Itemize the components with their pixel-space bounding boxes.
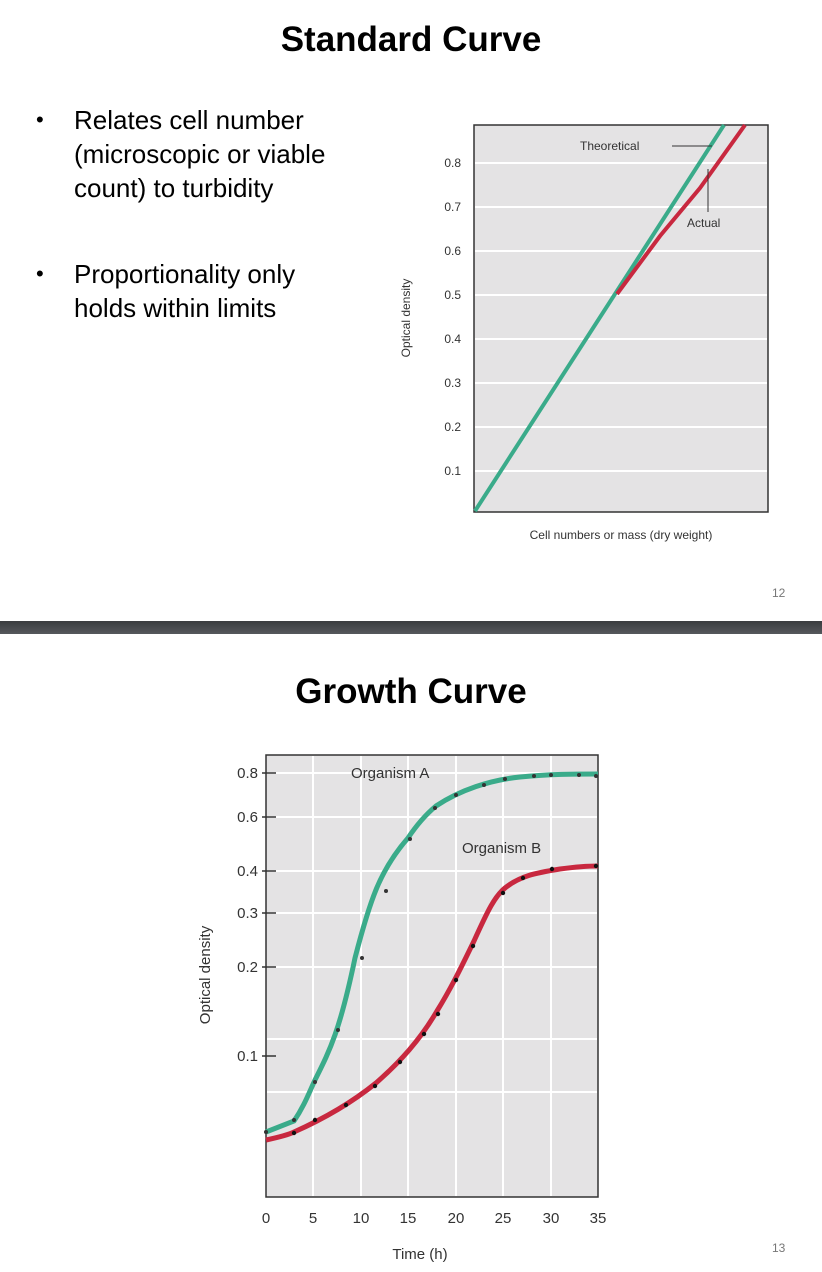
x-tick-labels: 0 5 10 15 20 25 30 35 [262,1210,607,1227]
y-axis-label: Optical density [197,925,214,1024]
slide-standard-curve: Standard Curve Relates cell number (micr… [0,0,822,621]
svg-text:0: 0 [262,1210,270,1227]
svg-text:25: 25 [495,1210,512,1227]
svg-text:15: 15 [400,1210,417,1227]
slide-title: Growth Curve [295,672,527,711]
gridlines [267,756,597,1196]
svg-text:0.2: 0.2 [444,420,461,434]
bullet-item: Relates cell number (microscopic or viab… [30,103,350,205]
bullet-list: Relates cell number (microscopic or viab… [30,103,350,377]
svg-text:10: 10 [353,1210,370,1227]
svg-text:0.1: 0.1 [444,464,461,478]
page-number: 12 [772,586,786,600]
svg-text:0.2: 0.2 [237,959,258,976]
svg-text:5: 5 [309,1210,317,1227]
slide-title: Standard Curve [280,20,542,59]
organism-b-line [265,863,599,1143]
svg-text:0.6: 0.6 [237,809,258,826]
growth-curve-chart: 0.8 0.6 0.4 0.3 0.2 0.1 0 5 10 15 20 25 … [197,754,607,1263]
slide-divider [0,621,822,634]
svg-text:35: 35 [590,1210,607,1227]
svg-text:0.3: 0.3 [237,905,258,922]
x-axis-label: Cell numbers or mass (dry weight) [530,528,713,542]
svg-text:20: 20 [448,1210,465,1227]
svg-text:0.1: 0.1 [237,1048,258,1065]
svg-text:0.5: 0.5 [444,288,461,302]
svg-text:0.6: 0.6 [444,244,461,258]
y-axis-label: Optical density [399,279,413,358]
organism-a-line [265,771,599,1135]
gridlines [475,162,767,472]
svg-text:0.8: 0.8 [444,156,461,170]
svg-text:30: 30 [543,1210,560,1227]
actual-annotation: Actual [687,216,720,230]
theoretical-line [473,123,726,513]
actual-line [615,123,747,296]
organism-a-label: Organism A [351,765,429,782]
y-tick-labels: 0.8 0.6 0.4 0.3 0.2 0.1 [237,765,258,1065]
theoretical-annotation: Theoretical [580,139,639,153]
svg-text:0.8: 0.8 [237,765,258,782]
svg-text:0.4: 0.4 [444,332,461,346]
organism-b-label: Organism B [462,840,541,857]
standard-curve-chart: 0.8 0.7 0.6 0.5 0.4 0.3 0.2 0.1 Optical … [399,123,769,542]
organism-a-points [264,773,598,1134]
svg-text:0.4: 0.4 [237,863,258,880]
y-tick-labels: 0.8 0.7 0.6 0.5 0.4 0.3 0.2 0.1 [444,156,461,478]
svg-text:0.7: 0.7 [444,200,461,214]
page-number: 13 [772,1241,786,1255]
svg-text:0.3: 0.3 [444,376,461,390]
organism-b-points [291,863,599,1136]
slide-growth-curve: Growth Curve [0,634,822,1272]
x-axis-label: Time (h) [392,1246,447,1263]
bullet-item: Proportionality only holds within limits [30,257,350,325]
